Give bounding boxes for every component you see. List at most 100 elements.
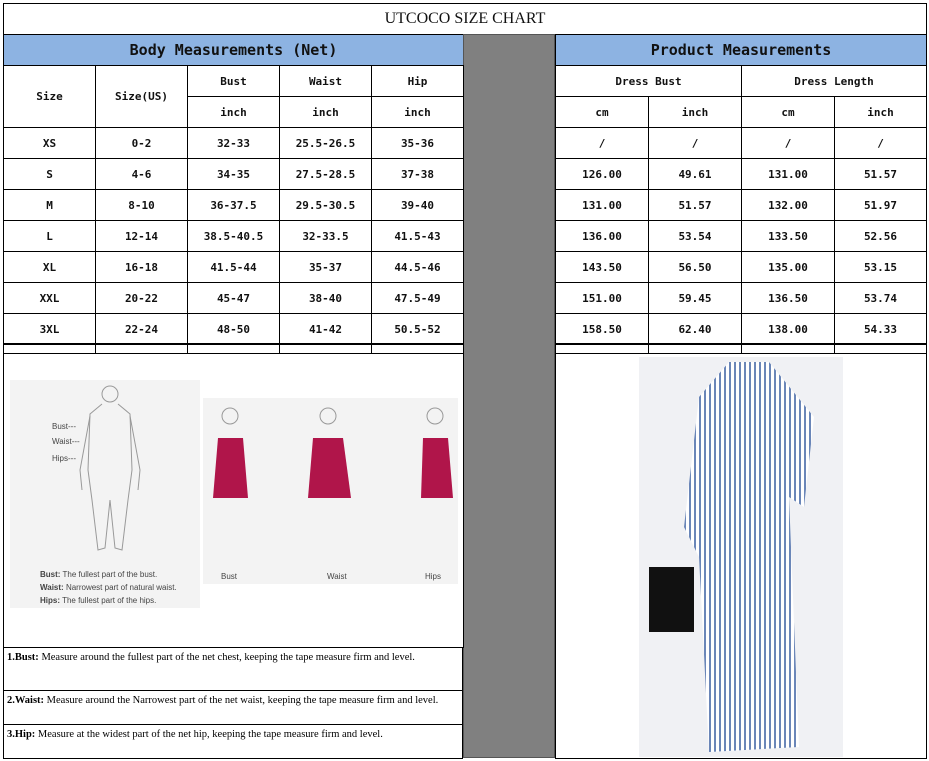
hip-cell: 44.5-46	[371, 251, 464, 283]
dress-bust-inch-unit: inch	[648, 96, 742, 128]
product-measurements-header: Product Measurements	[555, 34, 927, 66]
hip-cell: 37-38	[371, 158, 464, 190]
hip-cell: 47.5-49	[371, 282, 464, 314]
dress-length-cm-cell: 138.00	[741, 313, 835, 345]
body-measurements-header: Body Measurements (Net)	[3, 34, 464, 66]
dress-length-cm-cell: 133.50	[741, 220, 835, 252]
size-cell: XS	[3, 127, 96, 159]
dress-length-cm-cell: 136.50	[741, 282, 835, 314]
dress-bust-inch-cell: 59.45	[648, 282, 742, 314]
dress-length-cm-unit: cm	[741, 96, 835, 128]
chart-title: UTCOCO SIZE CHART	[3, 3, 927, 35]
dress-length-inch-cell: 52.56	[834, 220, 927, 252]
size-us-cell: 8-10	[95, 189, 188, 221]
waist-cell: 25.5-26.5	[279, 127, 372, 159]
size-us-cell: 0-2	[95, 127, 188, 159]
dress-bust-header: Dress Bust	[555, 65, 742, 97]
size-us-cell: 20-22	[95, 282, 188, 314]
bust-unit: inch	[187, 96, 280, 128]
body-outline-icon	[79, 385, 141, 551]
dress-length-cm-cell: 131.00	[741, 158, 835, 190]
bust-cell: 38.5-40.5	[187, 220, 280, 252]
hip-cell: 35-36	[371, 127, 464, 159]
waist-unit: inch	[279, 96, 372, 128]
bust-cell: 32-33	[187, 127, 280, 159]
size-cell: XXL	[3, 282, 96, 314]
waist-cell: 41-42	[279, 313, 372, 345]
dress-bust-inch-cell: 62.40	[648, 313, 742, 345]
size-us-cell: 16-18	[95, 251, 188, 283]
striped-dress-photo-icon	[649, 362, 814, 752]
dress-bust-cm-cell: 151.00	[555, 282, 649, 314]
dress-length-inch-unit: inch	[834, 96, 927, 128]
hips-label: Hips---	[52, 454, 76, 463]
dress-bust-cm-unit: cm	[555, 96, 649, 128]
dress-bust-cm-cell: 136.00	[555, 220, 649, 252]
legend-bust: Bust: The fullest part of the bust.	[40, 570, 158, 579]
bust-cell: 36-37.5	[187, 189, 280, 221]
waist-cell: 32-33.5	[279, 220, 372, 252]
product-photo	[639, 357, 843, 757]
dress-bust-label: Bust	[221, 572, 238, 581]
hip-cell: 50.5-52	[371, 313, 464, 345]
size-us-cell: 4-6	[95, 158, 188, 190]
size-cell: XL	[3, 251, 96, 283]
hip-unit: inch	[371, 96, 464, 128]
bust-cell: 41.5-44	[187, 251, 280, 283]
dress-length-header: Dress Length	[741, 65, 927, 97]
legend-waist: Waist: Narrowest part of natural waist.	[40, 583, 177, 592]
note-bust: 1.Bust: Measure around the fullest part …	[3, 647, 463, 691]
size-us-cell: 12-14	[95, 220, 188, 252]
waist-label: Waist---	[52, 437, 80, 446]
size-cell: S	[3, 158, 96, 190]
dress-bust-inch-cell: /	[648, 127, 742, 159]
dress-bust-cm-cell: /	[555, 127, 649, 159]
bust-header: Bust	[187, 65, 280, 97]
waist-cell: 35-37	[279, 251, 372, 283]
size-cell: 3XL	[3, 313, 96, 345]
bust-cell: 48-50	[187, 313, 280, 345]
waist-cell: 27.5-28.5	[279, 158, 372, 190]
dress-bust-inch-cell: 53.54	[648, 220, 742, 252]
hip-header: Hip	[371, 65, 464, 97]
product-photo-area	[555, 343, 927, 759]
body-figure-image: Bust--- Waist--- Hips--- Bust: The fulle…	[10, 380, 200, 608]
dress-measure-image: Bust Waist Hips	[203, 398, 458, 584]
dress-figures-icon	[213, 407, 453, 498]
waist-header: Waist	[279, 65, 372, 97]
dress-length-inch-cell: 53.15	[834, 251, 927, 283]
dress-length-inch-cell: 51.97	[834, 189, 927, 221]
dress-waist-label: Waist	[327, 572, 347, 581]
dress-length-inch-cell: /	[834, 127, 927, 159]
bust-cell: 34-35	[187, 158, 280, 190]
bust-cell: 45-47	[187, 282, 280, 314]
dress-bust-cm-cell: 158.50	[555, 313, 649, 345]
size-us-header: Size(US)	[95, 65, 188, 128]
divider-column	[463, 34, 555, 758]
dress-bust-cm-cell: 131.00	[555, 189, 649, 221]
size-cell: M	[3, 189, 96, 221]
size-us-cell: 22-24	[95, 313, 188, 345]
legend-hips: Hips: The fullest part of the hips.	[40, 596, 157, 605]
dress-bust-cm-cell: 143.50	[555, 251, 649, 283]
hip-cell: 41.5-43	[371, 220, 464, 252]
dress-bust-inch-cell: 49.61	[648, 158, 742, 190]
hip-cell: 39-40	[371, 189, 464, 221]
dress-length-cm-cell: 135.00	[741, 251, 835, 283]
dress-length-cm-cell: 132.00	[741, 189, 835, 221]
size-cell: L	[3, 220, 96, 252]
size-header: Size	[3, 65, 96, 128]
waist-cell: 38-40	[279, 282, 372, 314]
note-waist: 2.Waist: Measure around the Narrowest pa…	[3, 690, 463, 725]
dress-length-inch-cell: 51.57	[834, 158, 927, 190]
dress-bust-inch-cell: 56.50	[648, 251, 742, 283]
dress-hips-label: Hips	[425, 572, 442, 581]
dress-length-cm-cell: /	[741, 127, 835, 159]
dress-bust-cm-cell: 126.00	[555, 158, 649, 190]
note-hip: 3.Hip: Measure at the widest part of the…	[3, 724, 463, 759]
bust-label: Bust---	[52, 422, 76, 431]
dress-bust-inch-cell: 51.57	[648, 189, 742, 221]
dress-length-inch-cell: 53.74	[834, 282, 927, 314]
waist-cell: 29.5-30.5	[279, 189, 372, 221]
